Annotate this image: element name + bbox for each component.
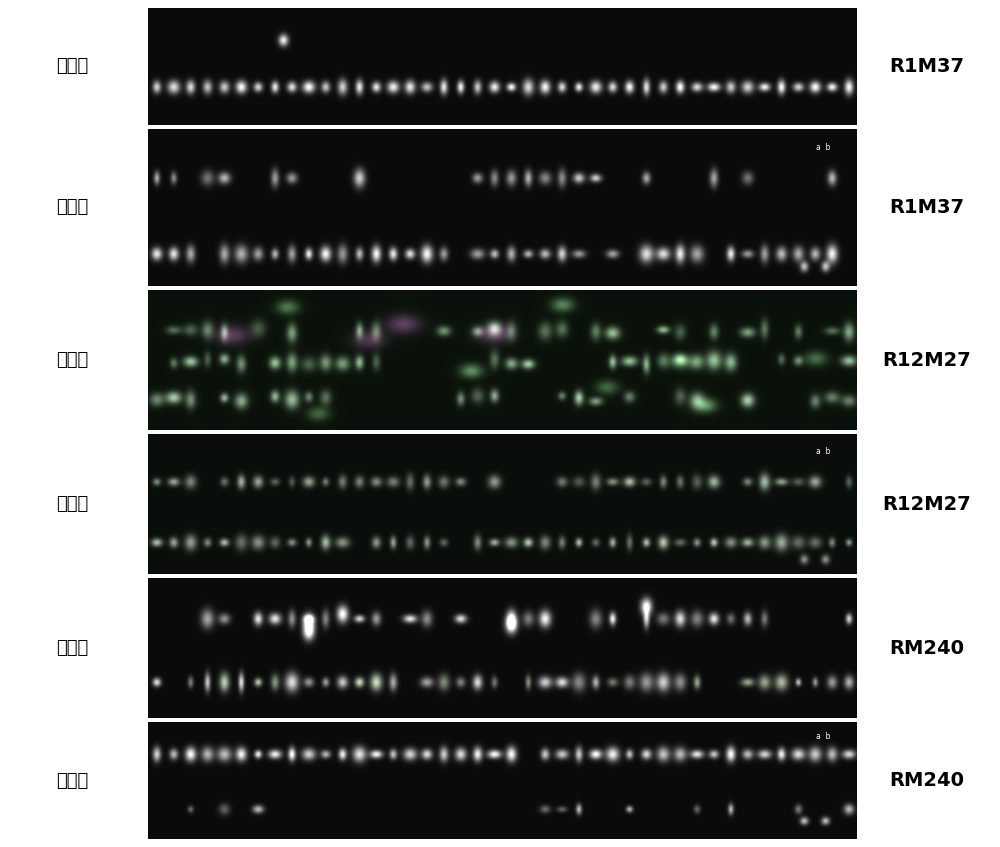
Text: 米稻群: 米稻群 (56, 198, 88, 217)
Text: 粘稻群: 粘稻群 (56, 58, 88, 75)
Text: 粘稻群: 粘稻群 (56, 639, 88, 657)
Text: R12M27: R12M27 (883, 351, 971, 370)
Text: a  b: a b (816, 732, 831, 741)
Text: 粘稻群: 粘稻群 (56, 352, 88, 369)
Text: 米稻群: 米稻群 (56, 772, 88, 789)
Text: R1M37: R1M37 (890, 57, 964, 76)
Text: 米稻群: 米稻群 (56, 495, 88, 513)
Text: R12M27: R12M27 (883, 495, 971, 514)
Text: RM240: RM240 (890, 771, 964, 790)
Text: RM240: RM240 (890, 639, 964, 658)
Text: a  b: a b (816, 446, 831, 456)
Text: a  b: a b (816, 143, 831, 152)
Text: R1M37: R1M37 (890, 198, 964, 217)
